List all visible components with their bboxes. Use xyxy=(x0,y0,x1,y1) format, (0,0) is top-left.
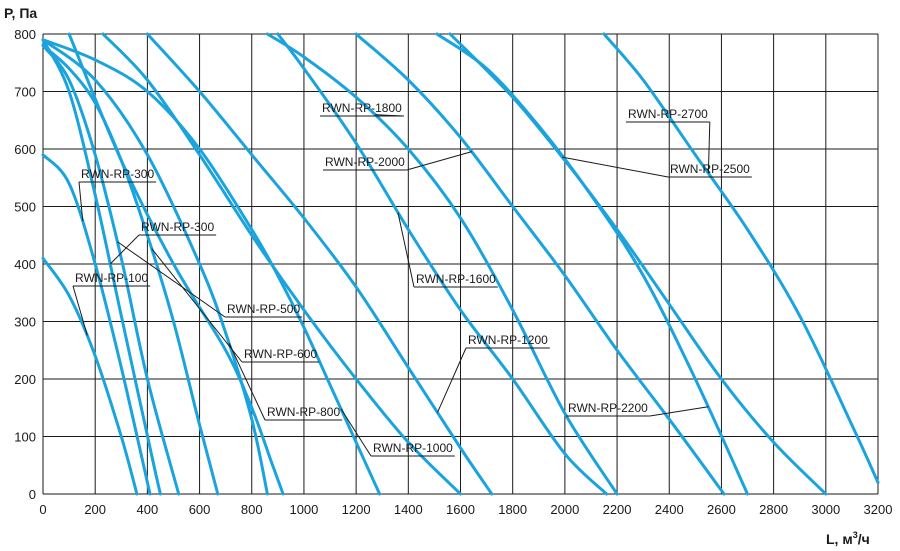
curve-label-text: RWN-RP-600 xyxy=(244,347,317,361)
curve-label-text: RWN-RP-300 xyxy=(141,220,214,234)
curve-label: RWN-RP-1200 xyxy=(437,333,550,413)
curve-label: RWN-RP-1000 xyxy=(340,408,455,457)
curve-label: RWN-RP-1600 xyxy=(397,212,498,288)
x-axis-title-sup: 3 xyxy=(853,530,858,540)
label-leader-line xyxy=(109,234,140,265)
curve-label-text: RWN-RP-1000 xyxy=(373,441,453,455)
label-leader-line xyxy=(151,248,243,363)
curve-label: RWN-RP-2500 xyxy=(562,156,752,178)
x-tick-label: 1000 xyxy=(289,502,318,517)
x-axis-title: L, м3/ч xyxy=(826,530,870,547)
grid xyxy=(42,33,879,495)
curve-rwn-rp-500 xyxy=(41,44,181,496)
curve-rwn-rp-2000 xyxy=(354,32,726,496)
y-tick-label: 500 xyxy=(14,200,36,215)
curve-rwn-rp-1200 xyxy=(145,32,494,496)
x-tick-label: 600 xyxy=(189,502,211,517)
curve-rwn-rp-2500 xyxy=(448,32,828,496)
curve-unlabeled-7 xyxy=(67,32,285,496)
label-leader-line xyxy=(437,347,467,413)
x-axis-title-main: L, м xyxy=(826,531,853,547)
x-tick-label: 2800 xyxy=(759,502,788,517)
y-tick-label: 400 xyxy=(14,257,36,272)
label-leader-line xyxy=(375,114,404,117)
x-tick-label: 800 xyxy=(241,502,263,517)
curve-rwn-rp-300 xyxy=(41,153,152,496)
curve-rwn-rp-1800 xyxy=(265,32,619,496)
curve-label-text: RWN-RP-2000 xyxy=(325,155,405,169)
tick-labels: 0 200 400 600 800 1000 1200 1400 1600 1800 2000 220… xyxy=(14,27,892,517)
label-leader-line xyxy=(406,151,472,171)
curve-rwn-rp-1600 xyxy=(276,32,609,496)
curve-rwn-rp-800 xyxy=(41,38,269,496)
y-axis-title: P, Па xyxy=(4,5,37,21)
label-leader-line xyxy=(228,343,266,421)
y-tick-label: 600 xyxy=(14,142,36,157)
y-tick-label: 200 xyxy=(14,372,36,387)
curve-label-text: RWN-RP-1600 xyxy=(416,272,496,286)
curve-label: RWN-RP-2200 xyxy=(566,401,709,417)
curve-label: RWN-RP-1800 xyxy=(320,101,404,117)
label-leader-line xyxy=(78,181,84,222)
x-tick-label: 400 xyxy=(137,502,159,517)
x-tick-label: 1200 xyxy=(342,502,371,517)
y-tick-label: 0 xyxy=(29,487,36,502)
x-tick-label: 2600 xyxy=(707,502,736,517)
curve-label-text: RWN-RP-1200 xyxy=(468,333,548,347)
label-leader-line xyxy=(72,285,88,336)
curve-label: RWN-RP-600 xyxy=(151,248,320,363)
curve-rwn-rp-2700 xyxy=(602,32,880,484)
curves xyxy=(41,32,880,496)
x-tick-label: 3200 xyxy=(864,502,893,517)
x-tick-label: 200 xyxy=(84,502,106,517)
x-tick-label: 2000 xyxy=(550,502,579,517)
curve-label: RWN-RP-500 xyxy=(117,241,303,318)
curve-label: RWN-RP-100 xyxy=(72,271,151,336)
curve-rwn-rp-600 xyxy=(41,44,220,496)
label-leader-line xyxy=(562,156,669,178)
label-leader-line xyxy=(649,406,709,417)
y-tick-label: 800 xyxy=(14,27,36,42)
label-leader-line xyxy=(397,212,415,288)
curve-label: RWN-RP-800 xyxy=(228,343,343,421)
x-tick-label: 1600 xyxy=(446,502,475,517)
curve-label-text: RWN-RP-300 xyxy=(81,167,154,181)
x-tick-label: 2200 xyxy=(603,502,632,517)
x-tick-label: 1400 xyxy=(394,502,423,517)
curve-label: RWN-RP-2700 xyxy=(626,107,711,174)
label-leader-line xyxy=(340,408,372,457)
curve-label: RWN-RP-300 xyxy=(78,167,157,222)
y-tick-label: 700 xyxy=(14,85,36,100)
curve-label-text: RWN-RP-2200 xyxy=(568,401,648,415)
y-tick-label: 100 xyxy=(14,430,36,445)
x-tick-label: 1800 xyxy=(498,502,527,517)
x-tick-label: 2400 xyxy=(655,502,684,517)
curve-label: RWN-RP-300 xyxy=(109,220,217,265)
curve-rwn-rp-300 xyxy=(41,38,162,496)
curve-label-text: RWN-RP-2700 xyxy=(628,107,708,121)
y-tick-label: 300 xyxy=(14,315,36,330)
curve-label: RWN-RP-2000 xyxy=(323,151,472,171)
curve-labels: RWN-RP-100 RWN-RP-300 RWN-RP-300 RWN-RP-500… xyxy=(72,101,752,457)
x-axis-title-tail: /ч xyxy=(858,531,870,547)
x-tick-label: 0 xyxy=(39,502,46,517)
curve-label-text: RWN-RP-800 xyxy=(267,405,340,419)
curve-label-text: RWN-RP-100 xyxy=(75,271,148,285)
curve-label-text: RWN-RP-2500 xyxy=(670,162,750,176)
x-tick-label: 3000 xyxy=(811,502,840,517)
curve-label-text: RWN-RP-1800 xyxy=(322,101,402,115)
curve-label-text: RWN-RP-500 xyxy=(227,302,300,316)
label-leader-line xyxy=(707,121,711,174)
curve-unlabeled-8 xyxy=(101,32,462,496)
label-leader-line xyxy=(117,241,226,318)
curve-rwn-rp-100 xyxy=(41,256,139,496)
